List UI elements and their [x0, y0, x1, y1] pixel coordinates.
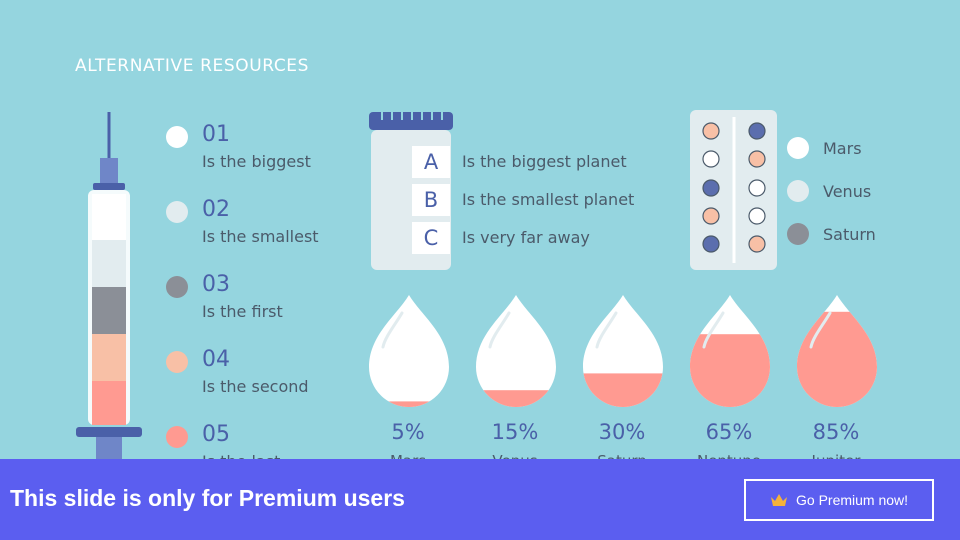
gray-dot-icon	[787, 223, 809, 245]
drop-fill-level	[797, 311, 877, 407]
list-text: Is the smallest	[202, 227, 319, 246]
bottle-row-text: Is very far away	[462, 228, 590, 247]
drop-percent: 65%	[705, 420, 753, 444]
white-dot-icon	[787, 137, 809, 159]
syringe-icon	[76, 112, 142, 462]
drop-fill-level	[583, 373, 663, 407]
legend-label: Saturn	[823, 225, 876, 244]
drop-2	[476, 295, 556, 407]
letter-badge: B	[412, 184, 450, 216]
drop-3	[583, 295, 663, 407]
light-gray-dot-icon	[787, 180, 809, 202]
drop-percent: 85%	[812, 420, 860, 444]
premium-message: This slide is only for Premium users	[10, 485, 405, 511]
list-number: 01	[202, 122, 230, 147]
drop-shine	[809, 311, 832, 349]
slide-title: ALTERNATIVE RESOURCES	[75, 56, 310, 76]
letter-badge: C	[412, 222, 450, 254]
salmon-dot-icon	[166, 426, 188, 448]
drop-4	[690, 295, 770, 407]
list-text: Is the biggest	[202, 152, 311, 171]
legend-label: Venus	[823, 182, 872, 201]
drop-shine	[488, 311, 511, 349]
drop-shine	[702, 311, 725, 349]
drop-1	[369, 295, 449, 407]
gray-dot-icon	[166, 276, 188, 298]
drop-shine	[381, 311, 404, 349]
drop-fill-level	[476, 390, 556, 407]
drop-shine	[595, 311, 618, 349]
drop-percent: 5%	[391, 420, 425, 444]
drop-percent: 30%	[598, 420, 646, 444]
go-premium-label: Go Premium now!	[796, 492, 909, 508]
letter-badge: A	[412, 146, 450, 178]
drop-percent: 15%	[491, 420, 539, 444]
drop-5	[797, 295, 877, 407]
go-premium-button[interactable]: Go Premium now!	[744, 479, 934, 521]
drop-fill-level	[369, 401, 449, 407]
list-number: 02	[202, 197, 230, 222]
list-number: 05	[202, 422, 230, 447]
light-gray-dot-icon	[166, 201, 188, 223]
crown-icon	[771, 494, 787, 506]
bottle-row-text: Is the smallest planet	[462, 190, 635, 209]
list-text: Is the first	[202, 302, 283, 321]
drop-shape	[476, 295, 556, 407]
premium-banner: This slide is only for Premium users Go …	[0, 459, 960, 540]
list-text: Is the second	[202, 377, 309, 396]
white-dot-icon	[166, 126, 188, 148]
list-number: 04	[202, 347, 230, 372]
legend-label: Mars	[823, 139, 862, 158]
peach-dot-icon	[166, 351, 188, 373]
drop-shape	[369, 295, 449, 407]
blister-pack-icon	[690, 110, 777, 270]
bottle-row-text: Is the biggest planet	[462, 152, 627, 171]
drop-fill-level	[690, 334, 770, 407]
list-number: 03	[202, 272, 230, 297]
